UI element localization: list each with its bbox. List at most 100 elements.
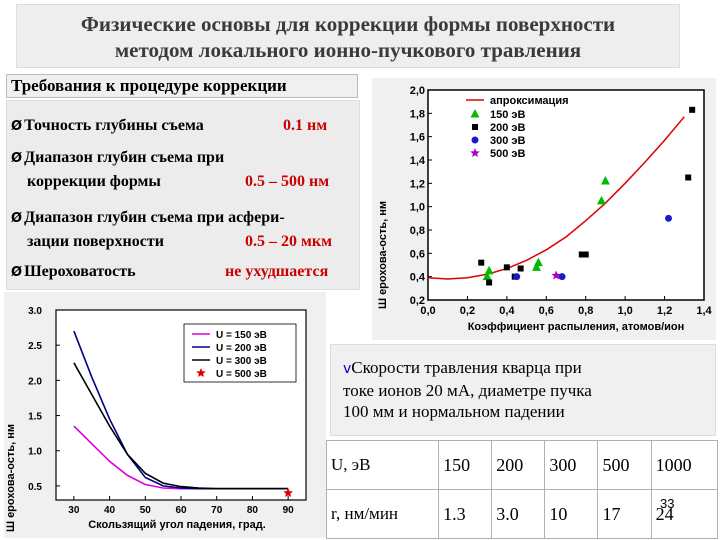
legend-marker [196, 368, 206, 377]
y-tick-label: 0,8 [410, 225, 425, 237]
bullet-depth-range-correction: Ø Диапазон глубин съема при [11, 149, 225, 166]
table-row: U, эВ 150 200 300 500 1000 [325, 440, 719, 490]
y-tick-label: 0.5 [28, 482, 42, 493]
bullet-value: не ухудшается [225, 263, 329, 280]
x-tick-label: 0,6 [539, 305, 554, 317]
legend-entry: 500 эВ [490, 148, 525, 160]
y-tick-label: 1,0 [410, 202, 425, 214]
y-tick-label: 2.0 [28, 376, 42, 387]
etch-rate-description: vСкорости травления кварца при токе ионо… [330, 344, 716, 436]
x-axis-label: Скользящий угол падения, град. [88, 519, 266, 531]
data-point [478, 259, 485, 266]
data-point [283, 488, 293, 497]
legend-entry: U = 300 эВ [216, 356, 267, 367]
legend-entry: U = 200 эВ [216, 343, 267, 354]
legend-entry: 300 эВ [490, 135, 525, 147]
x-tick-label: 0,0 [420, 305, 435, 317]
x-tick-label: 1,2 [657, 305, 672, 317]
x-tick-label: 0,8 [578, 305, 593, 317]
data-point [558, 273, 566, 281]
y-tick-label: 1.5 [28, 412, 42, 423]
etch-rate-table: U, эВ 150 200 300 500 1000 r, нм/мин 1.3… [325, 440, 719, 539]
rates-line-3: 100 мм и нормальном падении [343, 402, 565, 421]
title-line-2: методом локального ионно-пучкового травл… [114, 38, 582, 62]
arrow-bullet-icon: Ø [11, 211, 23, 226]
x-tick-label: 1,4 [696, 305, 712, 317]
y-tick-label: 2,0 [410, 85, 425, 97]
table-row-header: r, нм/мин [325, 489, 440, 539]
title-line-1: Физические основы для коррекции формы по… [80, 12, 616, 36]
series-line [73, 362, 289, 490]
data-point [531, 262, 541, 271]
roughness-vs-angle-chart: 30 40 50 60 70 80 90 0.5 1.0 1.5 2.0 2.5 3.0 Скользящ… [4, 292, 326, 538]
bullet-roughness: Ø Шероховатость [11, 263, 136, 280]
bullet-value: 0.1 нм [283, 117, 328, 134]
arrow-bullet-icon: Ø [11, 151, 23, 166]
table-cell: 17 [597, 489, 652, 539]
x-axis-label: Коэффициент распыления, атомов/ион [468, 321, 685, 333]
table-cell: 1.3 [438, 489, 493, 539]
table-cell: 300 [544, 440, 599, 490]
data-point [600, 176, 610, 185]
x-tick-label: 0,2 [460, 305, 475, 317]
legend-marker [472, 124, 478, 130]
y-tick-label: 0,4 [410, 272, 426, 284]
y-tick-label: 0,6 [410, 248, 425, 260]
table-cell: 10 [544, 489, 599, 539]
data-point [685, 174, 692, 181]
x-tick-label: 0,4 [499, 305, 515, 317]
requirements-heading: Требования к процедуре коррекции [6, 74, 358, 98]
data-point [482, 271, 492, 281]
slide-title: Физические основы для коррекции формы по… [16, 4, 680, 68]
scatter-chart-svg: 0,0 0,2 0,4 0,6 0,8 1,0 1,2 1,40,20,40,60,81,01… [377, 85, 713, 333]
x-tick-label: 1,0 [617, 305, 632, 317]
bullet-depth-range-asphere: Ø Диапазон глубин съема при асфери- [11, 209, 285, 226]
legend-marker [471, 136, 479, 144]
rates-line-1: Скорости травления кварца при [351, 358, 582, 377]
legend-entry: U = 150 эВ [216, 330, 267, 341]
bullet-depth-accuracy: Ø Точность глубины съема [11, 117, 204, 134]
bullet-continuation: коррекции формы [27, 173, 161, 190]
rates-line-2: токе ионов 20 мА, диаметре пучка [343, 381, 592, 400]
table-row-header: U, эВ [325, 440, 440, 490]
data-point [578, 251, 585, 258]
y-axis-label: Ш ерохова-ость, нм [5, 424, 17, 532]
table-cell: 1000 [650, 440, 719, 490]
y-tick-label: 1,4 [410, 155, 426, 167]
y-tick-label: 1,2 [410, 178, 425, 190]
y-tick-label: 3.0 [28, 306, 42, 317]
table-cell: 200 [491, 440, 546, 490]
data-point [582, 251, 589, 258]
line-chart-svg: 30 40 50 60 70 80 90 0.5 1.0 1.5 2.0 2.5 3.0 Скользящ… [5, 306, 307, 532]
roughness-vs-sputter-chart: 0,0 0,2 0,4 0,6 0,8 1,0 1,2 1,4 0,2 0,4 0,6 0,8 1,0 1… [372, 78, 716, 340]
bullet-value: 0.5 – 500 нм [245, 173, 330, 190]
arrow-bullet-icon: Ø [11, 265, 23, 280]
data-point [533, 257, 543, 267]
requirements-list: Ø Точность глубины съема 0.1 нм Ø Диапазон… [6, 100, 360, 290]
plot-area [427, 89, 705, 301]
table-cell: 24 [650, 489, 719, 539]
x-tick-label: 60 [175, 505, 187, 516]
data-point [665, 214, 673, 222]
data-point [689, 106, 696, 113]
data-point [503, 264, 510, 271]
data-point [551, 270, 561, 280]
x-tick-label: 40 [104, 505, 116, 516]
x-tick-label: 30 [68, 505, 80, 516]
fit-curve [427, 116, 685, 280]
data-point [517, 265, 524, 272]
y-axis-label: Ш ерохова-ость, нм [377, 201, 389, 309]
table-cell: 3.0 [491, 489, 546, 539]
table-row: r, нм/мин 1.3 3.0 10 17 24 [325, 489, 719, 539]
table-cell: 150 [438, 440, 493, 490]
y-tick-label: 0,2 [410, 295, 425, 307]
diamond-bullet-icon: v [343, 361, 352, 377]
x-tick-label: 50 [140, 505, 152, 516]
data-point [486, 279, 493, 286]
bullet-value: 0.5 – 20 мкм [245, 233, 333, 250]
page-number: 33 [660, 496, 675, 511]
table-cell: 500 [597, 440, 652, 490]
legend-marker [470, 148, 480, 157]
legend-entry: апроксимация [490, 95, 569, 107]
legend-marker [470, 109, 480, 118]
